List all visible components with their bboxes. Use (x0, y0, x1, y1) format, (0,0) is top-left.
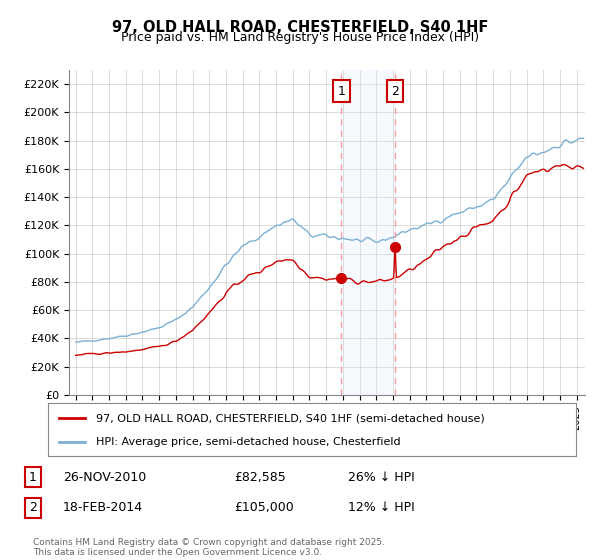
Text: 97, OLD HALL ROAD, CHESTERFIELD, S40 1HF: 97, OLD HALL ROAD, CHESTERFIELD, S40 1HF (112, 20, 488, 35)
Text: 26-NOV-2010: 26-NOV-2010 (63, 470, 146, 484)
Text: HPI: Average price, semi-detached house, Chesterfield: HPI: Average price, semi-detached house,… (95, 436, 400, 446)
Text: 97, OLD HALL ROAD, CHESTERFIELD, S40 1HF (semi-detached house): 97, OLD HALL ROAD, CHESTERFIELD, S40 1HF… (95, 413, 484, 423)
Text: Price paid vs. HM Land Registry's House Price Index (HPI): Price paid vs. HM Land Registry's House … (121, 31, 479, 44)
Text: £82,585: £82,585 (234, 470, 286, 484)
Text: 1: 1 (337, 85, 345, 97)
Text: 2: 2 (391, 85, 399, 97)
Text: Contains HM Land Registry data © Crown copyright and database right 2025.
This d: Contains HM Land Registry data © Crown c… (33, 538, 385, 557)
Text: 12% ↓ HPI: 12% ↓ HPI (348, 501, 415, 515)
Text: 2: 2 (29, 501, 37, 515)
Text: 26% ↓ HPI: 26% ↓ HPI (348, 470, 415, 484)
Bar (341, 70, 395, 395)
Text: 1: 1 (29, 470, 37, 484)
Text: 18-FEB-2014: 18-FEB-2014 (63, 501, 143, 515)
Text: £105,000: £105,000 (234, 501, 294, 515)
